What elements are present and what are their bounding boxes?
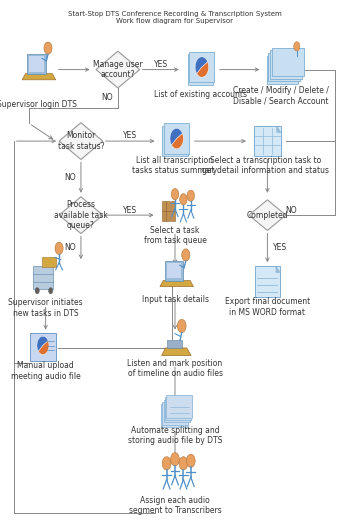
Text: Start-Stop DTS Conference Recording & Transcription System
Work flow diagram for: Start-Stop DTS Conference Recording & Tr… xyxy=(68,11,282,23)
Text: Automate splitting and
storing audio file by DTS: Automate splitting and storing audio fil… xyxy=(128,426,222,445)
Wedge shape xyxy=(172,134,183,149)
FancyBboxPatch shape xyxy=(167,340,182,348)
Text: Select a transcription task to
get detail information and status: Select a transcription task to get detai… xyxy=(202,156,329,176)
FancyBboxPatch shape xyxy=(163,400,190,422)
Polygon shape xyxy=(96,51,140,88)
Circle shape xyxy=(171,188,179,200)
Circle shape xyxy=(182,249,190,261)
Text: NO: NO xyxy=(64,173,76,182)
Circle shape xyxy=(187,454,195,468)
Text: YES: YES xyxy=(123,131,137,140)
FancyBboxPatch shape xyxy=(267,55,299,84)
Circle shape xyxy=(162,456,171,470)
FancyBboxPatch shape xyxy=(272,48,303,76)
Wedge shape xyxy=(37,336,48,351)
Circle shape xyxy=(177,319,186,332)
FancyBboxPatch shape xyxy=(188,54,213,85)
FancyBboxPatch shape xyxy=(162,201,166,221)
Text: Manual upload
meeting audio file: Manual upload meeting audio file xyxy=(11,361,80,380)
Text: NO: NO xyxy=(101,94,112,103)
Circle shape xyxy=(49,288,53,294)
Wedge shape xyxy=(38,341,49,354)
FancyBboxPatch shape xyxy=(268,53,300,81)
Polygon shape xyxy=(277,126,281,132)
Text: Assign each audio
segment to Transcribers: Assign each audio segment to Transcriber… xyxy=(129,495,221,515)
Circle shape xyxy=(187,190,195,201)
FancyBboxPatch shape xyxy=(42,257,56,267)
Text: Select a task
from task queue: Select a task from task queue xyxy=(144,226,206,245)
FancyBboxPatch shape xyxy=(162,126,188,156)
Text: YES: YES xyxy=(122,205,137,214)
Polygon shape xyxy=(160,280,194,287)
Text: Export final document
in MS WORD format: Export final document in MS WORD format xyxy=(225,297,310,317)
Circle shape xyxy=(294,41,300,51)
Circle shape xyxy=(35,288,39,294)
Text: Process
available task
queue?: Process available task queue? xyxy=(54,200,108,230)
FancyBboxPatch shape xyxy=(165,261,183,280)
FancyBboxPatch shape xyxy=(162,402,188,425)
Text: Completed: Completed xyxy=(247,211,288,220)
FancyBboxPatch shape xyxy=(161,404,187,427)
Text: NO: NO xyxy=(64,243,76,252)
FancyBboxPatch shape xyxy=(29,332,56,361)
FancyBboxPatch shape xyxy=(171,201,175,221)
Circle shape xyxy=(180,194,187,205)
FancyBboxPatch shape xyxy=(254,126,281,156)
Polygon shape xyxy=(162,348,191,355)
FancyBboxPatch shape xyxy=(27,54,46,73)
Polygon shape xyxy=(276,266,280,272)
Polygon shape xyxy=(249,200,286,230)
Text: Input task details: Input task details xyxy=(141,295,209,304)
FancyBboxPatch shape xyxy=(33,266,53,289)
Text: Listen and mark position
of timeline on audio files: Listen and mark position of timeline on … xyxy=(127,359,223,378)
FancyBboxPatch shape xyxy=(255,266,280,297)
Text: YES: YES xyxy=(273,243,287,252)
FancyBboxPatch shape xyxy=(189,52,215,82)
Wedge shape xyxy=(197,62,209,77)
Circle shape xyxy=(171,453,179,466)
Text: Create / Modify / Delete /
Disable / Search Account: Create / Modify / Delete / Disable / Sea… xyxy=(233,86,329,106)
Text: Manage user
account?: Manage user account? xyxy=(93,60,143,79)
Text: List all transcription
tasks status summary: List all transcription tasks status summ… xyxy=(132,156,218,176)
Polygon shape xyxy=(59,123,103,160)
Polygon shape xyxy=(59,197,103,234)
Text: Supervisor initiates
new tasks in DTS: Supervisor initiates new tasks in DTS xyxy=(8,298,83,318)
FancyBboxPatch shape xyxy=(29,56,44,72)
Text: Monitor
task status?: Monitor task status? xyxy=(58,131,104,151)
Text: YES: YES xyxy=(154,60,168,69)
Wedge shape xyxy=(170,128,182,145)
FancyBboxPatch shape xyxy=(270,51,302,79)
FancyBboxPatch shape xyxy=(167,263,181,278)
Text: NO: NO xyxy=(285,205,297,214)
FancyBboxPatch shape xyxy=(166,201,170,221)
FancyBboxPatch shape xyxy=(165,397,191,420)
Circle shape xyxy=(179,456,188,470)
Text: List of existing accounts: List of existing accounts xyxy=(154,89,247,98)
Circle shape xyxy=(55,242,63,254)
Text: Supervisor login DTS: Supervisor login DTS xyxy=(0,100,77,109)
FancyBboxPatch shape xyxy=(164,123,189,154)
Wedge shape xyxy=(195,57,208,73)
Polygon shape xyxy=(22,73,56,80)
Circle shape xyxy=(44,42,52,54)
FancyBboxPatch shape xyxy=(166,395,193,418)
